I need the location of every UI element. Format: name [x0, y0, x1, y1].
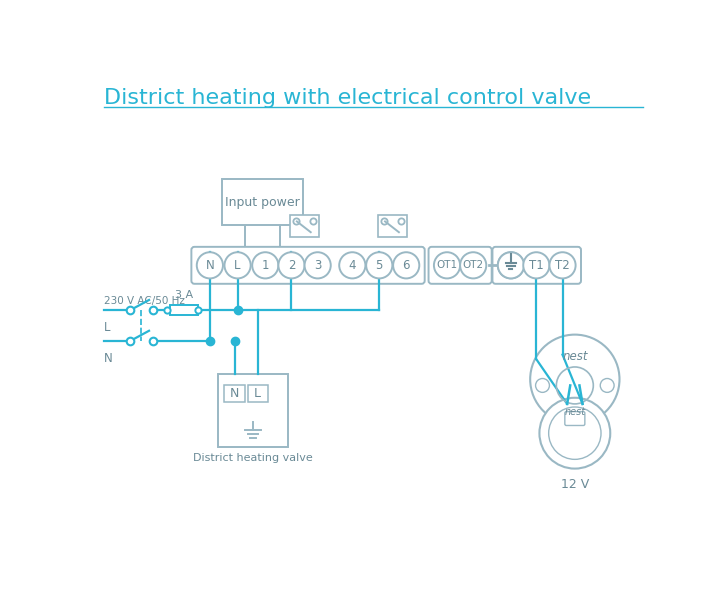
Text: 230 V AC/50 Hz: 230 V AC/50 Hz [103, 296, 184, 306]
Text: 3 A: 3 A [175, 290, 193, 300]
Circle shape [339, 252, 365, 279]
FancyBboxPatch shape [224, 385, 245, 402]
Circle shape [252, 252, 278, 279]
FancyBboxPatch shape [378, 215, 408, 237]
Circle shape [366, 252, 392, 279]
Text: nest: nest [562, 350, 587, 363]
FancyBboxPatch shape [170, 305, 197, 315]
Text: District heating valve: District heating valve [193, 453, 313, 463]
Text: T1: T1 [529, 259, 544, 272]
Circle shape [550, 252, 576, 279]
Text: L: L [103, 321, 110, 334]
Circle shape [224, 252, 250, 279]
Text: 6: 6 [403, 259, 410, 272]
Text: T2: T2 [555, 259, 570, 272]
Text: N: N [103, 352, 112, 365]
Text: Input power: Input power [225, 195, 300, 208]
Circle shape [523, 252, 550, 279]
Circle shape [197, 252, 223, 279]
FancyBboxPatch shape [429, 247, 491, 284]
FancyBboxPatch shape [290, 215, 319, 237]
Text: 4: 4 [349, 259, 356, 272]
Text: N: N [205, 259, 214, 272]
Text: N: N [230, 387, 240, 400]
Text: nest: nest [564, 407, 585, 416]
Circle shape [434, 252, 460, 279]
Text: 2: 2 [288, 259, 296, 272]
Circle shape [393, 252, 419, 279]
Text: OT2: OT2 [462, 260, 484, 270]
Text: District heating with electrical control valve: District heating with electrical control… [103, 89, 590, 108]
FancyBboxPatch shape [218, 374, 288, 447]
Circle shape [498, 252, 524, 279]
Text: L: L [254, 387, 261, 400]
FancyBboxPatch shape [222, 179, 303, 225]
Text: 5: 5 [376, 259, 383, 272]
Circle shape [498, 252, 524, 279]
Text: 3: 3 [314, 259, 321, 272]
FancyBboxPatch shape [565, 412, 585, 425]
Text: 1: 1 [261, 259, 269, 272]
Text: OT1: OT1 [437, 260, 458, 270]
Circle shape [460, 252, 486, 279]
FancyBboxPatch shape [248, 385, 268, 402]
Circle shape [278, 252, 304, 279]
Text: ═: ═ [507, 259, 515, 272]
Circle shape [530, 334, 620, 424]
FancyBboxPatch shape [492, 247, 581, 284]
Text: 12 V: 12 V [561, 478, 589, 491]
FancyBboxPatch shape [191, 247, 424, 284]
Text: L: L [234, 259, 241, 272]
Circle shape [539, 398, 610, 469]
Circle shape [304, 252, 331, 279]
